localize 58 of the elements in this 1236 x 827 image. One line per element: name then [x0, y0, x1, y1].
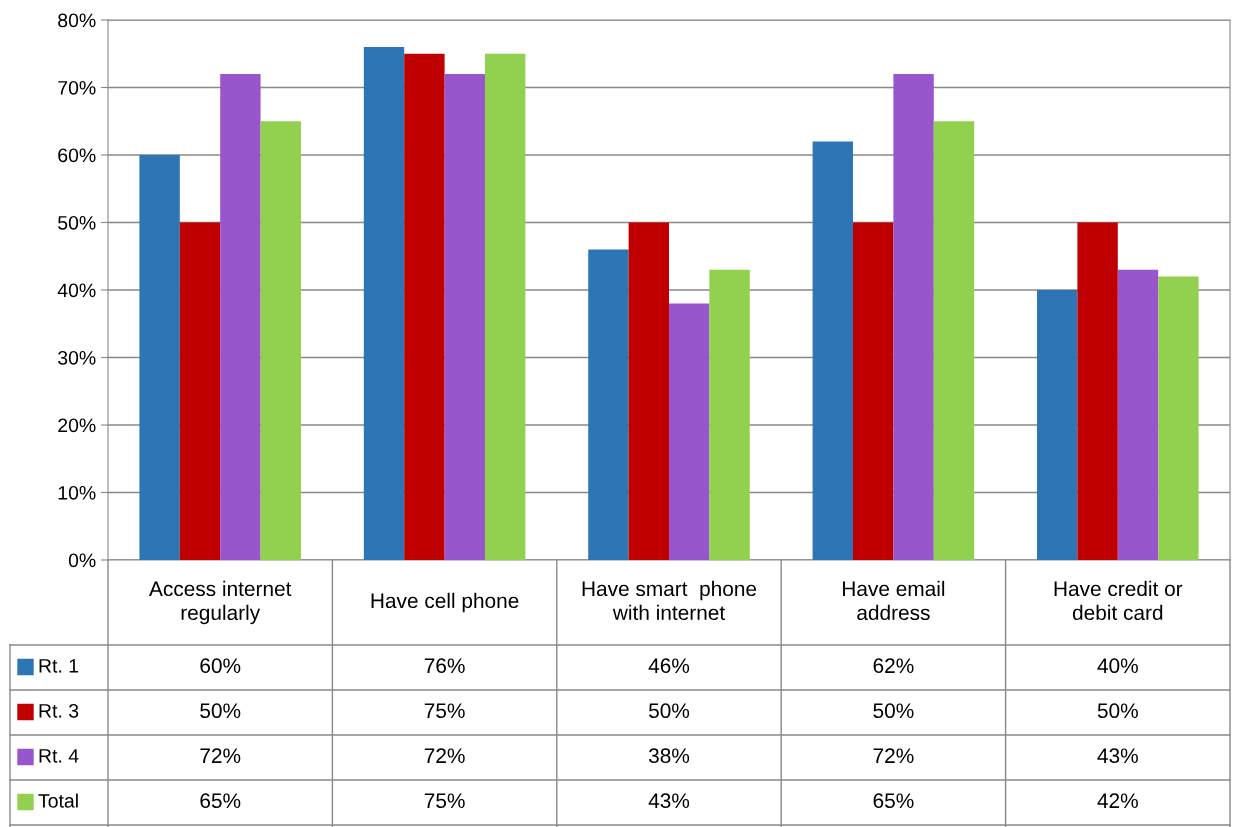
data-label: 50% [648, 703, 690, 719]
bar [893, 74, 934, 560]
data-label: 72% [873, 748, 914, 764]
bar [1117, 269, 1159, 560]
y-tick-label: 70% [58, 80, 96, 95]
data-label: 76% [424, 658, 465, 674]
bar [444, 74, 485, 560]
bar [628, 222, 669, 560]
data-label: 40% [1097, 658, 1138, 674]
x-tick-label: Have credit or debit card [1054, 580, 1183, 621]
data-label: 43% [648, 793, 690, 809]
bar [179, 222, 221, 560]
y-tick-label: 60% [58, 148, 96, 163]
bar [853, 222, 894, 560]
legend-label: Rt. 4 [39, 749, 79, 763]
data-label: 62% [873, 658, 914, 674]
bar [812, 141, 854, 560]
x-tick-label: Have cell phone [371, 592, 519, 613]
bar [1037, 290, 1078, 560]
data-label: 65% [873, 793, 914, 809]
legend-label: Total [38, 793, 78, 808]
data-label: 43% [1097, 748, 1138, 764]
y-tick-label: 20% [58, 418, 96, 433]
bar [588, 249, 629, 560]
data-label: 50% [200, 703, 241, 719]
y-tick-label: 80% [58, 13, 96, 28]
bar [220, 74, 261, 560]
bar [363, 47, 405, 560]
bar [260, 121, 301, 560]
data-label: 46% [648, 658, 690, 674]
bar [1077, 222, 1118, 560]
x-tick-label: Have email address [843, 580, 945, 621]
bar [404, 53, 445, 560]
data-label: 75% [424, 793, 465, 809]
y-tick-label: 0% [68, 553, 96, 568]
data-label: 72% [424, 748, 465, 764]
data-label: 75% [424, 703, 465, 719]
data-label: 38% [648, 748, 690, 764]
legend-label: Rt. 1 [39, 659, 79, 673]
y-tick-label: 30% [58, 350, 96, 365]
data-label: 72% [200, 748, 241, 764]
x-tick-label: Have smart phone with internet [582, 580, 757, 621]
bar [709, 269, 750, 560]
x-tick-label: Access internet regularly [149, 580, 292, 625]
bar [1158, 276, 1199, 560]
y-tick-label: 40% [57, 283, 96, 298]
y-tick-label: 50% [58, 215, 96, 230]
data-label: 50% [1097, 703, 1138, 719]
bar [139, 155, 180, 560]
data-label: 60% [200, 658, 241, 674]
bar [669, 303, 710, 560]
y-tick-label: 10% [58, 485, 96, 500]
bar [933, 121, 975, 560]
data-label: 65% [200, 793, 241, 809]
legend-label: Rt. 3 [39, 703, 79, 718]
data-label: 50% [873, 703, 914, 719]
bar [484, 53, 526, 560]
data-label: 42% [1097, 793, 1138, 809]
